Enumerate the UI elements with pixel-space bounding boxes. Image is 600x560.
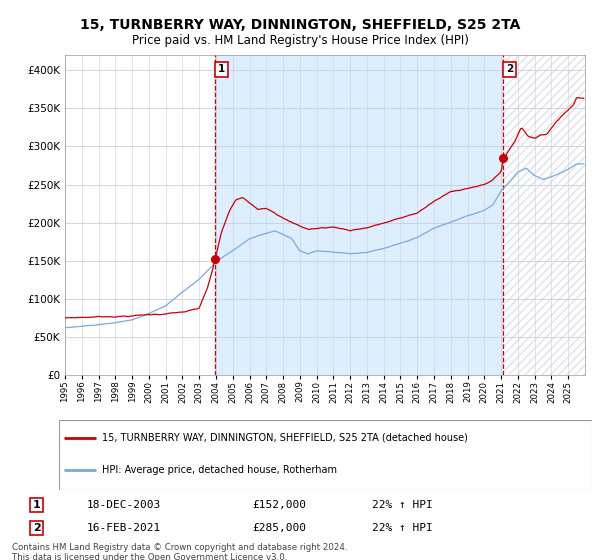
Text: 2: 2: [33, 523, 41, 533]
Text: 1: 1: [218, 64, 225, 74]
Text: 2: 2: [506, 64, 513, 74]
Text: 15, TURNBERRY WAY, DINNINGTON, SHEFFIELD, S25 2TA: 15, TURNBERRY WAY, DINNINGTON, SHEFFIELD…: [80, 18, 520, 32]
Text: HPI: Average price, detached house, Rotherham: HPI: Average price, detached house, Roth…: [101, 465, 337, 475]
Text: 22% ↑ HPI: 22% ↑ HPI: [372, 500, 433, 510]
Bar: [503, 55, 585, 375]
Text: £285,000: £285,000: [252, 523, 306, 533]
Text: This data is licensed under the Open Government Licence v3.0.: This data is licensed under the Open Gov…: [12, 553, 287, 560]
Bar: [215, 55, 503, 375]
FancyBboxPatch shape: [59, 420, 592, 490]
Text: 22% ↑ HPI: 22% ↑ HPI: [372, 523, 433, 533]
Text: £152,000: £152,000: [252, 500, 306, 510]
Text: 18-DEC-2003: 18-DEC-2003: [87, 500, 161, 510]
Text: Price paid vs. HM Land Registry's House Price Index (HPI): Price paid vs. HM Land Registry's House …: [131, 34, 469, 47]
Bar: [503, 55, 585, 375]
Text: 16-FEB-2021: 16-FEB-2021: [87, 523, 161, 533]
Text: 1: 1: [33, 500, 41, 510]
Text: Contains HM Land Registry data © Crown copyright and database right 2024.: Contains HM Land Registry data © Crown c…: [12, 543, 347, 552]
Text: 15, TURNBERRY WAY, DINNINGTON, SHEFFIELD, S25 2TA (detached house): 15, TURNBERRY WAY, DINNINGTON, SHEFFIELD…: [101, 432, 467, 442]
